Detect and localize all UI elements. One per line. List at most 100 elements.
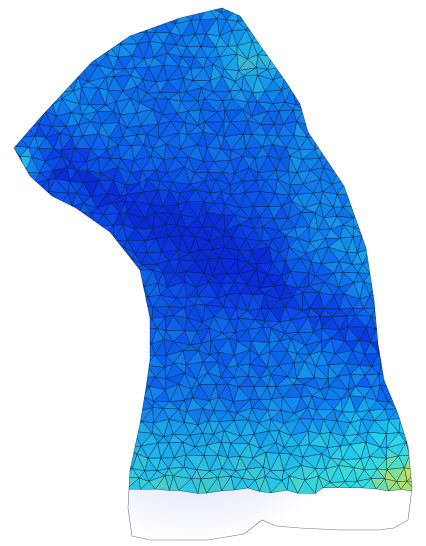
mesh-edge: [367, 204, 380, 219]
mesh-edge: [392, 10, 412, 24]
mesh-edge: [301, 43, 320, 53]
mesh-edge: [14, 190, 27, 209]
mesh-edge: [418, 182, 426, 196]
mesh-face: [3, 443, 13, 457]
mesh-face: [54, 338, 71, 351]
mesh-face: [17, 34, 35, 48]
mesh-face: [82, 8, 99, 9]
mesh-face: [19, 8, 36, 20]
mesh-face: [81, 285, 100, 300]
mesh-edge: [0, 92, 12, 99]
mesh-face: [400, 166, 412, 185]
mesh-edge: [0, 180, 2, 194]
mesh-edge: [120, 270, 133, 287]
mesh-face: [399, 98, 412, 117]
mesh-edge: [35, 74, 45, 89]
mesh-face: [410, 157, 412, 168]
mesh-edge: [378, 136, 391, 148]
mesh-face: [0, 443, 7, 457]
mesh-edge: [28, 74, 42, 89]
mesh-edge: [87, 32, 96, 48]
mesh-edge: [145, 9, 157, 24]
mesh-edge: [370, 68, 383, 79]
mesh-face: [380, 317, 395, 328]
mesh-face: [363, 183, 380, 193]
mesh-face: [19, 394, 36, 414]
mesh-face: [15, 64, 32, 82]
mesh-face: [92, 8, 104, 24]
mesh-face: [374, 281, 389, 297]
mesh-face: [30, 64, 44, 76]
mesh-face: [253, 8, 268, 11]
mesh-edge: [14, 97, 17, 116]
mesh-face: [409, 351, 412, 369]
mesh-face: [77, 445, 92, 456]
mesh-edge: [400, 160, 412, 174]
mesh-edge: [14, 280, 19, 296]
mesh-face: [14, 350, 25, 369]
mesh-face: [375, 8, 394, 10]
mesh-edge: [378, 182, 392, 195]
mesh-face: [14, 280, 19, 296]
mesh-face: [16, 190, 33, 208]
mesh-face: [118, 304, 128, 319]
mesh-face: [14, 366, 15, 377]
mesh-face: [82, 364, 98, 380]
mesh-face: [399, 157, 412, 174]
mesh-edge: [346, 23, 355, 34]
mesh-face: [39, 305, 50, 316]
mesh-edge: [410, 195, 412, 207]
mesh-face: [56, 364, 70, 375]
mesh-edge: [385, 281, 398, 297]
mesh-edge: [313, 65, 323, 80]
mesh-edge: [37, 53, 56, 65]
mesh-face: [321, 19, 330, 35]
mesh-edge: [287, 8, 298, 9]
mesh-edge: [14, 8, 21, 25]
mesh-face: [26, 328, 36, 343]
mesh-face: [309, 87, 327, 103]
mesh-edge: [360, 77, 375, 91]
mesh-face: [19, 475, 33, 493]
mesh-face: [91, 464, 105, 482]
mesh-face: [74, 409, 95, 426]
mesh-edge: [68, 212, 80, 232]
mesh-edge: [342, 88, 361, 99]
mesh-face: [74, 10, 85, 23]
mesh-edge: [50, 19, 69, 37]
mesh-face: [62, 423, 76, 435]
mesh-face: [38, 281, 52, 295]
mesh-edge: [65, 53, 78, 68]
mesh-face: [23, 350, 41, 363]
mesh-face: [53, 477, 64, 495]
mesh-face: [49, 246, 68, 266]
mesh-edge: [406, 115, 412, 126]
mesh-face: [410, 131, 412, 151]
mesh-face: [415, 390, 426, 401]
mesh-face: [417, 0, 426, 9]
mesh-face: [102, 304, 120, 321]
mesh-edge: [81, 298, 100, 305]
mesh-face: [269, 19, 285, 32]
mesh-face: [46, 246, 62, 266]
mesh-edge: [414, 53, 426, 65]
mesh-face: [14, 8, 21, 25]
mesh-edge: [37, 42, 56, 57]
mesh-face: [347, 8, 356, 11]
mesh-edge: [14, 18, 21, 32]
mesh-face: [399, 75, 412, 89]
mesh-face: [417, 203, 426, 218]
mesh-face: [77, 341, 95, 357]
mesh-edge: [340, 112, 362, 128]
mesh-face: [57, 303, 71, 319]
mesh-face: [42, 12, 59, 25]
mesh-face: [74, 304, 89, 318]
mesh-face: [378, 207, 388, 217]
mesh-face: [409, 280, 412, 297]
mesh-face: [296, 8, 314, 9]
mesh-face: [322, 75, 340, 87]
mesh-face: [1, 125, 11, 139]
mesh-edge: [376, 100, 389, 113]
mesh-edge: [395, 98, 408, 117]
mesh-edge: [396, 282, 411, 296]
